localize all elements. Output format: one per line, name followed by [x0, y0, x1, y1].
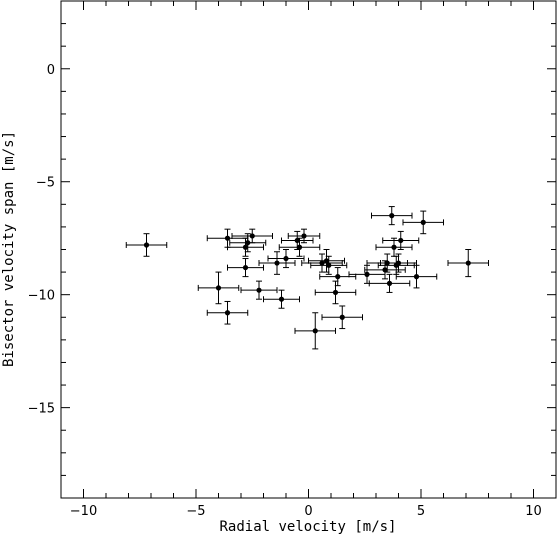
data-point — [229, 233, 267, 253]
data-point — [227, 237, 264, 257]
data-point — [267, 249, 305, 269]
point-marker — [398, 237, 404, 244]
point-marker — [242, 264, 249, 271]
data-point — [395, 264, 438, 289]
point-marker — [332, 289, 339, 296]
point-marker — [335, 274, 341, 280]
point-marker — [382, 267, 388, 273]
data-point — [321, 305, 363, 330]
point-marker — [364, 271, 370, 277]
data-point — [447, 249, 489, 278]
data-point — [314, 280, 357, 305]
data-point — [206, 300, 249, 325]
data-point — [348, 264, 386, 284]
point-marker — [224, 310, 231, 316]
point-marker — [294, 237, 300, 244]
point-marker — [319, 260, 325, 266]
data-point — [125, 233, 168, 257]
data-point — [380, 253, 417, 273]
point-marker — [143, 242, 150, 248]
x-tick-label: 10 — [525, 504, 542, 519]
point-marker — [215, 285, 222, 291]
point-marker — [339, 314, 345, 320]
data-point — [278, 237, 321, 257]
point-marker — [242, 244, 249, 250]
data-point — [368, 273, 411, 293]
x-axis-label: Radial velocity [m/s] — [219, 519, 396, 535]
point-marker — [283, 255, 289, 262]
point-marker — [224, 235, 231, 241]
point-marker — [256, 287, 262, 293]
point-marker — [386, 280, 393, 286]
plot-frame — [60, 0, 557, 499]
data-point — [308, 249, 345, 273]
point-marker — [465, 260, 471, 266]
point-marker — [249, 233, 255, 239]
data-point — [281, 230, 314, 250]
y-tick-label: −5 — [36, 176, 55, 191]
point-marker — [389, 213, 395, 219]
point-marker — [413, 274, 420, 280]
data-point — [382, 230, 420, 250]
x-tick-label: 0 — [304, 504, 312, 519]
point-marker — [323, 258, 330, 264]
axis-tick-labels: −10 −5 0 5 10 0 −5 −10 −15 — [28, 63, 542, 519]
point-marker — [391, 244, 397, 250]
data-point — [231, 228, 273, 244]
data-point — [197, 271, 240, 305]
point-marker — [420, 219, 426, 225]
point-marker — [278, 296, 285, 302]
x-tick-label: −5 — [186, 504, 205, 519]
data-point — [227, 258, 264, 278]
data-point — [310, 255, 348, 275]
axis-ticks — [60, 0, 557, 499]
data-point — [319, 267, 357, 287]
y-tick-label: 0 — [47, 63, 55, 78]
point-marker — [301, 233, 307, 239]
data-point — [402, 210, 444, 235]
data-points — [125, 206, 489, 350]
data-point — [287, 228, 321, 244]
y-axis-label: Bisector velocity span [m/s] — [1, 131, 17, 367]
point-marker — [296, 244, 303, 250]
x-tick-label: 5 — [417, 504, 425, 519]
data-point — [240, 280, 278, 300]
point-marker — [326, 262, 332, 268]
x-tick-label: −10 — [70, 504, 97, 519]
y-tick-label: −15 — [28, 402, 55, 417]
point-marker — [312, 328, 318, 334]
point-marker — [274, 260, 280, 266]
point-marker — [245, 240, 251, 246]
data-point — [294, 312, 336, 350]
data-point — [301, 253, 343, 273]
data-point — [371, 206, 413, 226]
point-marker — [395, 260, 402, 266]
data-point — [258, 251, 296, 275]
data-point — [263, 289, 300, 309]
y-tick-label: −10 — [28, 289, 55, 304]
